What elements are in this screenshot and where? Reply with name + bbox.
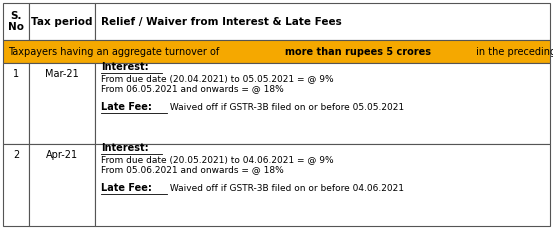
- Text: 1: 1: [13, 69, 19, 79]
- Bar: [3, 63, 29, 144]
- Text: 2: 2: [13, 150, 19, 160]
- Text: Apr-21: Apr-21: [46, 150, 78, 160]
- Text: Relief / Waiver from Interest & Late Fees: Relief / Waiver from Interest & Late Fee…: [101, 16, 342, 27]
- Bar: [29, 3, 95, 40]
- Text: From 05.06.2021 and onwards = @ 18%: From 05.06.2021 and onwards = @ 18%: [101, 165, 284, 174]
- Text: Late Fee:: Late Fee:: [101, 183, 152, 193]
- Bar: [29, 63, 95, 144]
- Text: Waived off if GSTR-3B filed on or before 05.05.2021: Waived off if GSTR-3B filed on or before…: [166, 103, 404, 112]
- Text: Interest:: Interest:: [101, 143, 149, 153]
- Text: From due date (20.04.2021) to 05.05.2021 = @ 9%: From due date (20.04.2021) to 05.05.2021…: [101, 74, 333, 83]
- Text: Mar-21: Mar-21: [45, 69, 79, 79]
- Text: S.
No: S. No: [8, 11, 24, 32]
- Bar: [95, 144, 550, 226]
- Text: more than rupees 5 crores: more than rupees 5 crores: [285, 47, 431, 57]
- Text: Tax period: Tax period: [32, 16, 93, 27]
- Text: Waived off if GSTR-3B filed on or before 04.06.2021: Waived off if GSTR-3B filed on or before…: [166, 184, 404, 193]
- Bar: [95, 63, 550, 144]
- Bar: [3, 40, 550, 63]
- Text: Late Fee:: Late Fee:: [101, 102, 152, 112]
- Bar: [95, 3, 550, 40]
- Bar: [3, 144, 29, 226]
- Text: in the preceding financial year*: in the preceding financial year*: [473, 47, 553, 57]
- Text: Taxpayers having an aggregate turnover of: Taxpayers having an aggregate turnover o…: [8, 47, 222, 57]
- Text: Interest:: Interest:: [101, 62, 149, 72]
- Bar: [29, 144, 95, 226]
- Text: From 06.05.2021 and onwards = @ 18%: From 06.05.2021 and onwards = @ 18%: [101, 84, 284, 93]
- Text: From due date (20.05.2021) to 04.06.2021 = @ 9%: From due date (20.05.2021) to 04.06.2021…: [101, 155, 333, 164]
- Bar: [3, 3, 29, 40]
